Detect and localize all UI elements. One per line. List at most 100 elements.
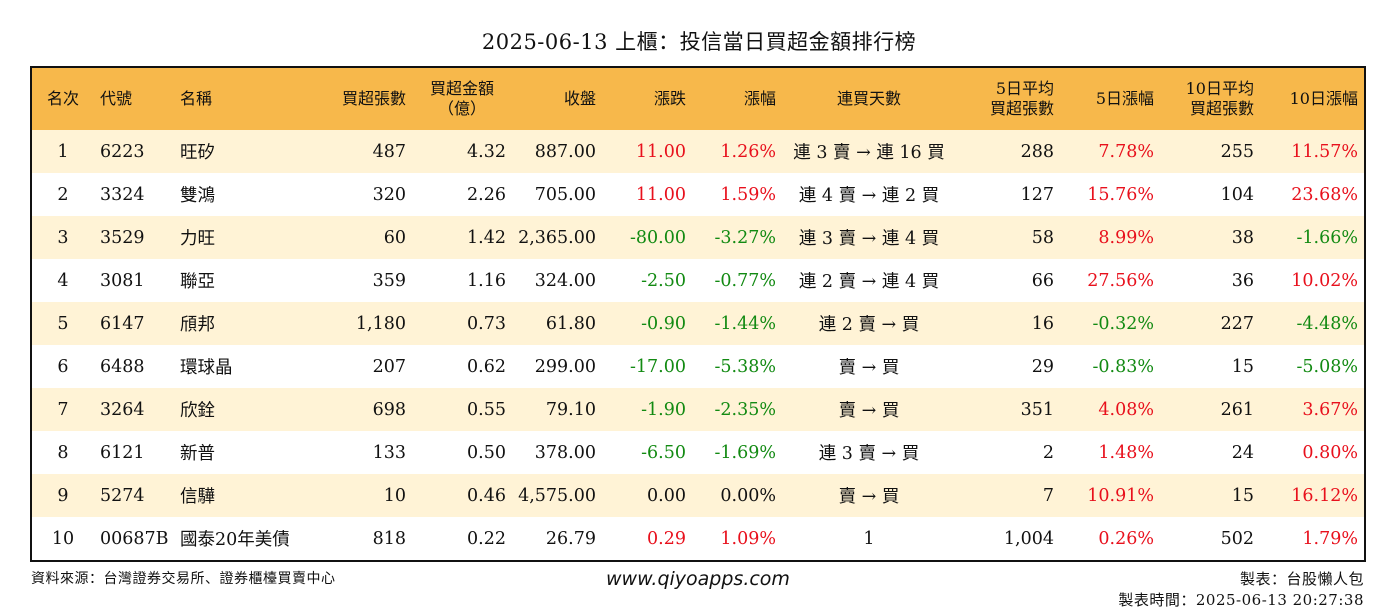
header-name: 名稱 bbox=[180, 89, 213, 108]
cell-avg10: 255 bbox=[1220, 141, 1254, 162]
cell-rank: 8 bbox=[57, 442, 69, 463]
cell-close: 2,365.00 bbox=[518, 227, 596, 248]
cell-buy-shares: 320 bbox=[372, 184, 406, 205]
cell-change: -0.90 bbox=[641, 313, 686, 334]
cell-avg5: 127 bbox=[1020, 184, 1054, 205]
cell-streak: 1 bbox=[863, 528, 875, 549]
website-link[interactable]: www.qiyoapps.com bbox=[606, 568, 790, 590]
header-close: 收盤 bbox=[563, 89, 596, 108]
table-body: 1 6223 旺矽 487 4.32 887.00 11.00 1.26% 連 3 賣 → 連 … bbox=[32, 130, 1364, 560]
page-title: 2025-06-13 上櫃：投信當日買超金額排行榜 bbox=[481, 30, 917, 54]
cell-pct10: 0.80% bbox=[1302, 442, 1358, 463]
cell-buy-amount: 0.50 bbox=[467, 442, 506, 463]
cell-name: 雙鴻 bbox=[180, 186, 215, 206]
cell-buy-amount: 1.42 bbox=[467, 227, 506, 248]
cell-close: 4,575.00 bbox=[518, 485, 596, 506]
cell-pct5: 27.56% bbox=[1087, 270, 1154, 291]
cell-pct10: -4.48% bbox=[1296, 313, 1358, 334]
cell-name: 頎邦 bbox=[180, 315, 215, 335]
cell-buy-shares: 359 bbox=[372, 270, 406, 291]
cell-change-pct: 0.00% bbox=[720, 485, 776, 506]
cell-change-pct: -3.27% bbox=[714, 227, 776, 248]
cell-avg10: 24 bbox=[1231, 442, 1254, 463]
cell-change-pct: 1.09% bbox=[720, 528, 776, 549]
cell-pct5: 0.26% bbox=[1098, 528, 1154, 549]
data-source-note: 資料來源：台灣證券交易所、證券櫃檯買賣中心 bbox=[31, 571, 336, 587]
cell-buy-amount: 2.26 bbox=[467, 184, 506, 205]
cell-buy-shares: 133 bbox=[372, 442, 406, 463]
cell-name: 力旺 bbox=[180, 229, 215, 249]
cell-streak: 賣 → 買 bbox=[838, 487, 900, 507]
cell-change: -80.00 bbox=[629, 227, 686, 248]
table-row: 2 3324 雙鴻 320 2.26 705.00 11.00 1.59% 連 4 賣 → 連 … bbox=[32, 173, 1364, 216]
cell-buy-amount: 0.46 bbox=[467, 485, 506, 506]
cell-code: 6488 bbox=[100, 356, 145, 377]
cell-change: -1.90 bbox=[641, 399, 686, 420]
cell-buy-amount: 0.62 bbox=[467, 356, 506, 377]
cell-name: 信驊 bbox=[180, 487, 215, 507]
table-row: 1 6223 旺矽 487 4.32 887.00 11.00 1.26% 連 3 賣 → 連 … bbox=[32, 130, 1364, 173]
author-note: 製表：台股懶人包 bbox=[1239, 570, 1364, 588]
cell-buy-amount: 0.22 bbox=[467, 528, 506, 549]
cell-buy-shares: 1,180 bbox=[355, 313, 406, 334]
cell-pct10: 10.02% bbox=[1291, 270, 1358, 291]
cell-name: 新普 bbox=[180, 444, 215, 464]
table-row: 10 00687B 國泰20年美債 818 0.22 26.79 0.29 1.09% 1 1,0… bbox=[32, 517, 1364, 560]
cell-change-pct: -0.77% bbox=[714, 270, 776, 291]
cell-streak: 連 3 賣 → 連 16 買 bbox=[793, 143, 945, 163]
cell-pct10: -1.66% bbox=[1296, 227, 1358, 248]
cell-pct5: 10.91% bbox=[1087, 485, 1154, 506]
cell-code: 00687B bbox=[100, 528, 169, 549]
cell-code: 3081 bbox=[100, 270, 145, 291]
cell-buy-shares: 207 bbox=[372, 356, 406, 377]
cell-change: 0.29 bbox=[647, 528, 686, 549]
header-rank: 名次 bbox=[46, 89, 79, 108]
cell-close: 887.00 bbox=[534, 141, 596, 162]
cell-avg5: 58 bbox=[1031, 227, 1054, 248]
cell-change-pct: -1.69% bbox=[714, 442, 776, 463]
cell-avg5: 16 bbox=[1031, 313, 1054, 334]
cell-rank: 1 bbox=[57, 141, 69, 162]
cell-code: 3264 bbox=[100, 399, 145, 420]
cell-close: 26.79 bbox=[545, 528, 596, 549]
cell-rank: 6 bbox=[57, 356, 69, 377]
ranking-table: 名次 代號 名稱 買超張數 買超金額 （億） 收盤 漲跌 漲幅 連買天數 5日平… bbox=[32, 68, 1364, 560]
cell-change: -2.50 bbox=[641, 270, 686, 291]
header-code: 代號 bbox=[100, 89, 133, 108]
header-buy-amount-line2: （億） bbox=[437, 99, 486, 118]
cell-buy-amount: 0.73 bbox=[467, 313, 506, 334]
cell-buy-shares: 10 bbox=[383, 485, 406, 506]
cell-buy-amount: 0.55 bbox=[467, 399, 506, 420]
cell-avg10: 104 bbox=[1220, 184, 1254, 205]
header-avg10: 10日平均 買超張數 bbox=[1160, 68, 1260, 130]
header-buy-amount: 買超金額 （億） bbox=[412, 68, 512, 130]
cell-avg5: 7 bbox=[1042, 485, 1054, 506]
table-row: 5 6147 頎邦 1,180 0.73 61.80 -0.90 -1.44% 連 2 賣 → … bbox=[32, 302, 1364, 345]
cell-avg5: 351 bbox=[1020, 399, 1054, 420]
cell-close: 299.00 bbox=[534, 356, 596, 377]
cell-avg5: 1,004 bbox=[1003, 528, 1054, 549]
header-avg5-line2: 買超張數 bbox=[989, 99, 1054, 118]
cell-change-pct: -5.38% bbox=[714, 356, 776, 377]
cell-code: 5274 bbox=[100, 485, 145, 506]
header-pct5: 5日漲幅 bbox=[1095, 89, 1154, 108]
cell-streak: 賣 → 買 bbox=[838, 401, 900, 421]
cell-avg10: 15 bbox=[1231, 485, 1254, 506]
ranking-table-container: 名次 代號 名稱 買超張數 買超金額 （億） 收盤 漲跌 漲幅 連買天數 5日平… bbox=[30, 66, 1366, 562]
cell-pct10: 23.68% bbox=[1291, 184, 1358, 205]
cell-rank: 9 bbox=[57, 485, 69, 506]
header-buy-shares: 買超張數 bbox=[341, 89, 406, 108]
cell-change: 11.00 bbox=[635, 141, 686, 162]
table-row: 4 3081 聯亞 359 1.16 324.00 -2.50 -0.77% 連 2 賣 → 連… bbox=[32, 259, 1364, 302]
cell-pct5: 1.48% bbox=[1098, 442, 1154, 463]
header-buy-amount-line1: 買超金額 bbox=[429, 79, 494, 98]
cell-avg10: 261 bbox=[1220, 399, 1254, 420]
cell-change: 11.00 bbox=[635, 184, 686, 205]
cell-pct10: 3.67% bbox=[1302, 399, 1358, 420]
cell-streak: 賣 → 買 bbox=[838, 358, 900, 378]
cell-pct5: 8.99% bbox=[1098, 227, 1154, 248]
header-avg5-line1: 5日平均 bbox=[995, 79, 1054, 98]
cell-avg5: 2 bbox=[1042, 442, 1054, 463]
cell-code: 3324 bbox=[100, 184, 145, 205]
cell-rank: 3 bbox=[57, 227, 69, 248]
